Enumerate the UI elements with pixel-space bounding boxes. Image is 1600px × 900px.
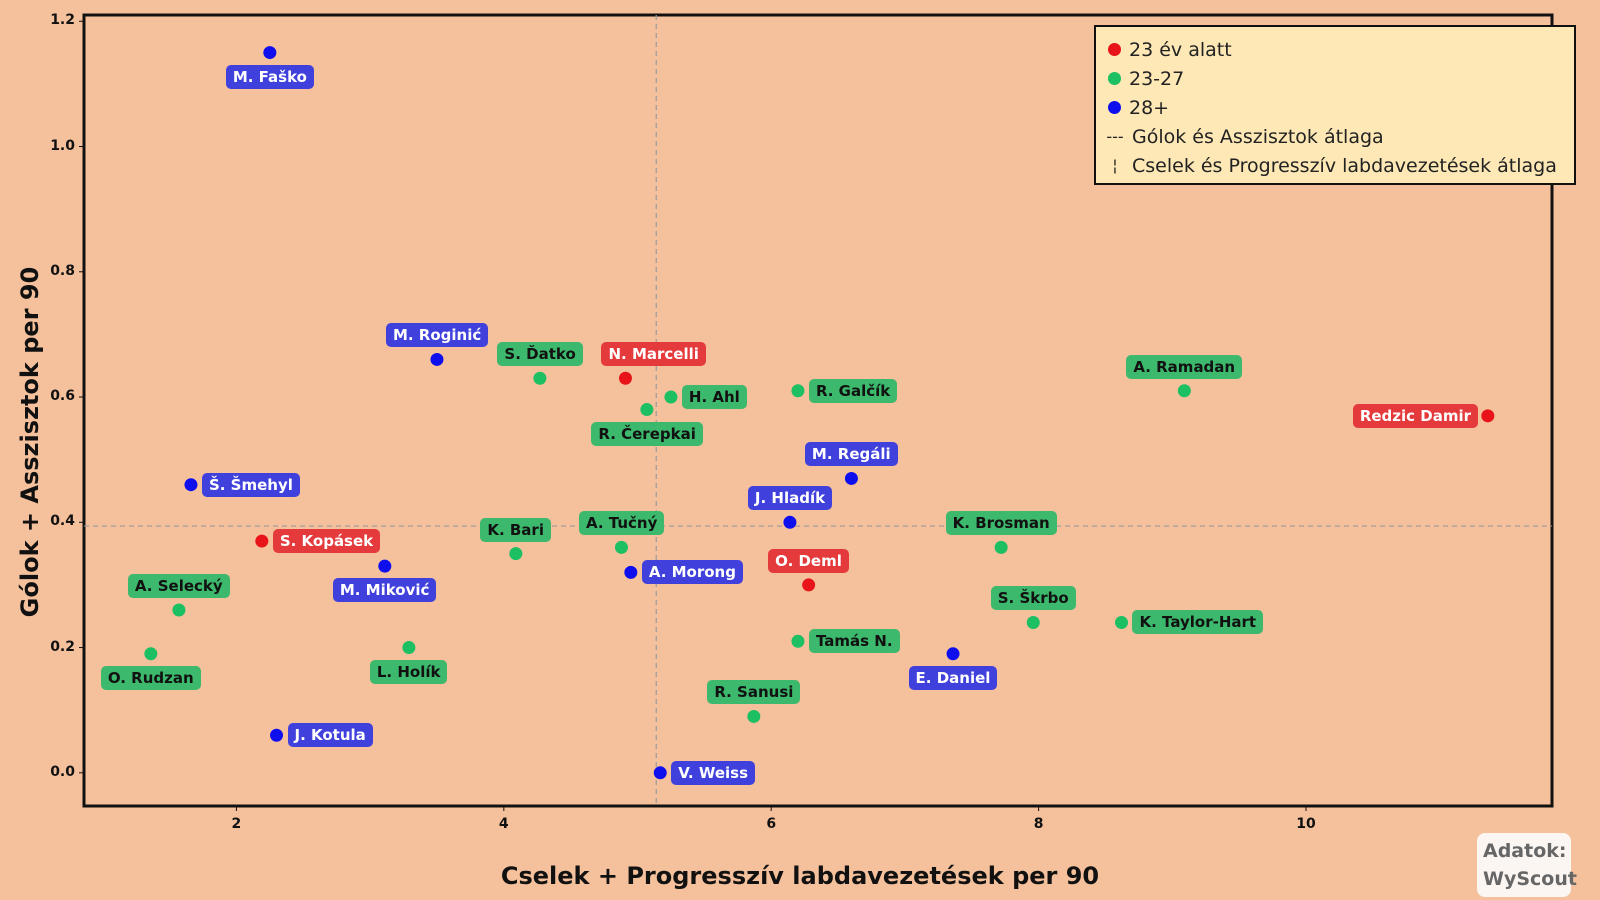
y-tick-label: 1.0 (50, 137, 75, 154)
point-label: O. Deml (768, 548, 849, 573)
data-point[interactable] (184, 478, 198, 492)
x-tick-label: 4 (498, 816, 509, 832)
point-label: A. Tučný (578, 511, 665, 536)
point-label: M. Miković (332, 578, 437, 603)
data-point[interactable] (994, 540, 1008, 554)
point-label: A. Selecký (127, 573, 230, 598)
data-point[interactable] (255, 534, 269, 548)
data-point[interactable] (509, 547, 523, 561)
legend-label: 23 év alatt (1129, 38, 1232, 61)
point-label: N. Marcelli (601, 342, 706, 367)
legend-item-u23: 23 év alatt (1106, 35, 1564, 64)
x-tick-label: 2 (231, 816, 242, 832)
y-tick-label: 1.2 (50, 12, 75, 29)
dashed-line-icon: --- (1106, 127, 1124, 146)
data-point[interactable] (624, 565, 638, 579)
x-tick-label: 10 (1296, 816, 1316, 832)
source-line1: Adatok: (1483, 840, 1567, 862)
y-tick-label: 0.0 (50, 763, 75, 780)
data-point[interactable] (664, 390, 678, 404)
source-badge: Adatok: WyScout (1477, 833, 1577, 897)
data-point[interactable] (791, 384, 805, 398)
point-label: M. Faško (225, 64, 314, 89)
data-point[interactable] (1114, 615, 1128, 629)
y-tick-label: 0.4 (50, 513, 75, 530)
data-point[interactable] (618, 371, 632, 385)
point-label: K. Brosman (945, 511, 1057, 536)
data-point[interactable] (402, 641, 416, 655)
y-tick-label: 0.2 (50, 638, 75, 655)
x-axis-label: Cselek + Progresszív labdavezetések per … (500, 862, 1100, 890)
data-point[interactable] (844, 471, 858, 485)
data-point[interactable] (640, 403, 654, 417)
data-point[interactable] (653, 766, 667, 780)
data-point[interactable] (430, 352, 444, 366)
data-point[interactable] (1177, 384, 1191, 398)
point-label: L. Holík (369, 659, 448, 684)
data-point[interactable] (783, 515, 797, 529)
point-label: H. Ahl (681, 385, 747, 410)
vertical-dashed-line-icon: ¦ (1112, 156, 1118, 175)
data-point[interactable] (270, 728, 284, 742)
point-label: S. Škrbo (990, 586, 1076, 611)
data-point[interactable] (791, 634, 805, 648)
point-label: Š. Šmehyl (201, 472, 300, 497)
point-label: K. Taylor-Hart (1132, 610, 1264, 635)
legend: 23 év alatt 23-27 28+ --- Gólok és Asszis… (1094, 25, 1576, 185)
point-label: S. Kopásek (272, 529, 381, 554)
data-point[interactable] (263, 46, 277, 60)
point-label: A. Morong (641, 560, 743, 585)
data-point[interactable] (533, 371, 547, 385)
data-point[interactable] (614, 540, 628, 554)
point-label: K. Bari (480, 517, 551, 542)
point-label: J. Hladík (747, 486, 833, 511)
point-label: E. Daniel (908, 665, 998, 690)
point-label: Tamás N. (808, 629, 900, 654)
legend-item-mid: 23-27 (1106, 64, 1564, 93)
data-point[interactable] (172, 603, 186, 617)
y-tick-label: 0.6 (50, 388, 75, 405)
red-dot-icon (1108, 43, 1121, 56)
point-label: S. Ďatko (497, 342, 583, 367)
x-tick-label: 6 (766, 816, 777, 832)
point-label: R. Čerepkai (591, 421, 703, 446)
legend-item-mean-y: --- Gólok és Asszisztok átlaga (1106, 122, 1564, 151)
point-label: M. Roginić (385, 323, 489, 348)
data-point[interactable] (1026, 615, 1040, 629)
plot-frame (82, 13, 1554, 808)
data-point[interactable] (802, 578, 816, 592)
point-label: A. Ramadan (1126, 354, 1243, 379)
point-label: J. Kotula (287, 723, 373, 748)
legend-label: Gólok és Asszisztok átlaga (1132, 125, 1384, 148)
data-point[interactable] (144, 647, 158, 661)
data-point[interactable] (378, 559, 392, 573)
point-label: R. Galčík (808, 378, 898, 403)
legend-item-old: 28+ (1106, 93, 1564, 122)
data-point[interactable] (1481, 409, 1495, 423)
legend-label: 28+ (1129, 96, 1170, 119)
x-tick-label: 8 (1033, 816, 1044, 832)
point-label: R. Sanusi (707, 680, 801, 705)
y-axis-label: Gólok + Asszisztok per 90 (16, 266, 44, 618)
blue-dot-icon (1108, 101, 1121, 114)
y-tick-label: 0.8 (50, 262, 75, 279)
point-label: M. Regáli (804, 442, 898, 467)
point-label: O. Rudzan (100, 665, 201, 690)
data-point[interactable] (946, 647, 960, 661)
point-label: Redzic Damir (1352, 403, 1479, 428)
source-line2: WyScout (1483, 868, 1577, 890)
legend-item-mean-x: ¦ Cselek és Progresszív labdavezetések át… (1106, 151, 1564, 180)
green-dot-icon (1108, 72, 1121, 85)
point-label: V. Weiss (671, 760, 756, 785)
data-point[interactable] (747, 709, 761, 723)
legend-label: Cselek és Progresszív labdavezetések átl… (1132, 154, 1557, 177)
legend-label: 23-27 (1129, 67, 1185, 90)
